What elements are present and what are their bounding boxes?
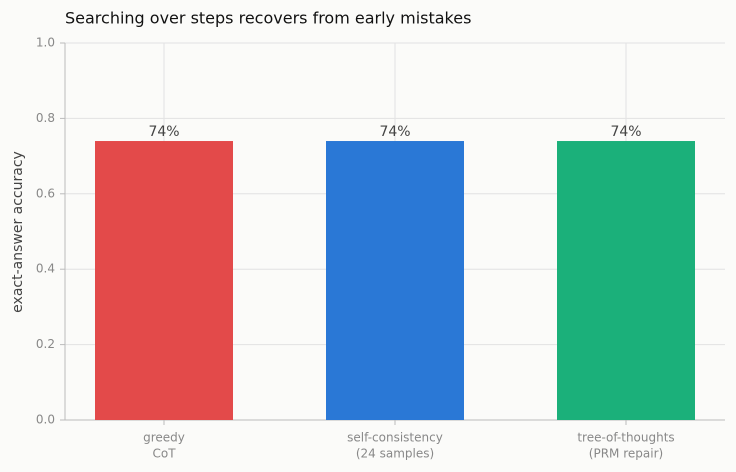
- x-tick-label: (24 samples): [356, 447, 434, 461]
- y-tick-label: 1.0: [36, 36, 55, 50]
- value-label: 74%: [610, 124, 641, 140]
- bar: [326, 141, 464, 420]
- x-tick-label: self-consistency: [347, 431, 443, 445]
- y-axis-label: exact-answer accuracy: [10, 151, 26, 313]
- chart-title: Searching over steps recovers from early…: [65, 9, 471, 28]
- y-tick-label: 0.6: [36, 186, 55, 200]
- x-tick-label: tree-of-thoughts: [577, 431, 674, 445]
- x-tick-label: (PRM repair): [589, 447, 663, 461]
- bar: [95, 141, 233, 420]
- value-label: 74%: [148, 124, 179, 140]
- x-tick-label: CoT: [152, 447, 176, 461]
- y-tick-label: 0.0: [36, 413, 55, 427]
- value-label: 74%: [379, 124, 410, 140]
- y-tick-label: 0.8: [36, 111, 55, 125]
- bar: [557, 141, 695, 420]
- x-tick-label: greedy: [143, 431, 185, 445]
- y-tick-label: 0.2: [36, 337, 55, 351]
- y-tick-label: 0.4: [36, 262, 55, 276]
